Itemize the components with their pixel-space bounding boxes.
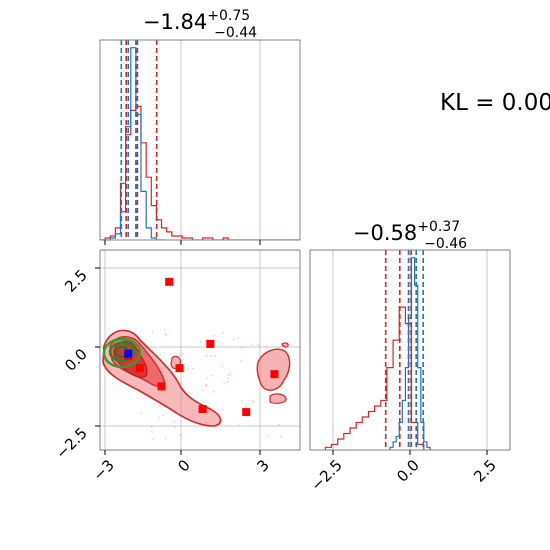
x-tick-label: 3 <box>253 456 272 475</box>
faint-sample <box>205 354 208 357</box>
faint-sample <box>202 389 204 392</box>
y-tick-label: 2.5 <box>61 266 91 296</box>
faint-sample <box>178 355 181 357</box>
y-tick-label: 0.0 <box>61 345 91 375</box>
red-square-marker <box>270 370 279 379</box>
faint-sample <box>257 344 260 346</box>
faint-sample <box>250 343 253 346</box>
joint-panel: −3 0 3 2.5 0.0 −2.5 <box>52 249 301 484</box>
faint-sample <box>151 331 154 334</box>
faint-sample <box>179 434 181 437</box>
histogram-series-2 <box>389 257 431 450</box>
histogram-2 <box>324 250 431 450</box>
faint-sample <box>278 423 280 426</box>
grid-2 <box>332 250 488 450</box>
faint-sample <box>164 437 167 440</box>
red-contour-island-1 <box>256 348 291 391</box>
faint-sample <box>239 360 242 362</box>
faint-sample <box>187 368 190 371</box>
red-square-marker <box>242 408 251 417</box>
faint-sample <box>159 353 162 356</box>
blue-square-marker <box>124 349 133 358</box>
y-tick-label: −2.5 <box>52 424 90 462</box>
faint-sample <box>227 374 230 377</box>
faint-sample <box>199 341 202 343</box>
faint-sample <box>227 377 229 380</box>
faint-sample <box>239 346 242 349</box>
faint-sample <box>162 414 164 416</box>
x-ticks-2: −2.5 0.0 2.5 <box>307 450 500 495</box>
histogram-1 <box>100 40 300 240</box>
faint-sample <box>210 374 213 377</box>
faint-sample <box>206 377 209 380</box>
red-square-marker <box>198 405 207 414</box>
faint-sample <box>174 426 177 429</box>
faint-sample <box>241 400 244 403</box>
faint-sample <box>280 435 282 438</box>
x-tick-label: 0 <box>174 456 193 475</box>
faint-sample <box>165 334 168 337</box>
axes-frame-joint <box>99 249 301 451</box>
faint-sample <box>245 405 248 408</box>
red-contour-island-4 <box>281 342 289 348</box>
histogram-series-2 <box>100 47 167 240</box>
faint-sample <box>229 373 232 376</box>
faint-sample <box>265 345 268 347</box>
faint-sample <box>151 431 153 433</box>
faint-sample <box>252 400 255 403</box>
faint-sample <box>221 365 224 368</box>
faint-sample <box>213 355 216 357</box>
x-tick-label: −3 <box>89 456 117 484</box>
y-ticks-joint: 2.5 0.0 −2.5 <box>52 266 100 463</box>
red-square-marker <box>135 364 144 373</box>
marginal-panel-2: −2.5 0.0 2.5 −0.58+0.37 −0.46 <box>307 219 511 495</box>
axes-frame-1 <box>99 39 301 241</box>
x-ticks-1 <box>104 240 261 245</box>
faint-sample <box>222 331 225 334</box>
faint-sample <box>213 334 216 337</box>
kl-annotation: KL = 0.00 <box>440 90 550 116</box>
faint-sample <box>227 380 230 383</box>
faint-sample <box>237 337 240 340</box>
faint-sample <box>223 382 226 385</box>
grid-1 <box>180 40 261 240</box>
faint-sample <box>204 383 207 386</box>
title-2: −0.58+0.37 −0.46 <box>353 219 467 252</box>
x-ticks-joint: −3 0 3 <box>89 450 273 484</box>
faint-sample <box>267 435 270 438</box>
faint-sample <box>164 333 167 335</box>
green-contour-mid <box>108 341 136 363</box>
x-tick-label: 0.0 <box>393 456 423 486</box>
faint-sample <box>209 355 212 357</box>
x-tick-label: 2.5 <box>470 456 500 486</box>
faint-sample <box>152 438 155 440</box>
red-square-marker <box>175 364 184 373</box>
faint-sample <box>150 425 153 428</box>
faint-sample <box>140 412 143 415</box>
marker-points <box>124 277 279 417</box>
faint-sample <box>191 367 194 370</box>
red-contour-island-3 <box>269 393 287 404</box>
faint-sample <box>232 338 235 341</box>
faint-sample <box>181 382 183 385</box>
faint-sample <box>157 416 160 419</box>
red-square-marker <box>157 382 166 391</box>
faint-sample <box>238 424 240 427</box>
faint-sample <box>173 420 176 423</box>
faint-sample <box>251 399 254 402</box>
red-square-marker <box>206 339 215 348</box>
marginal-panel-1: −1.84+0.75 −0.44 <box>99 8 301 245</box>
green-contour-outer <box>102 337 142 369</box>
faint-sample <box>163 329 166 331</box>
x-tick-label: −2.5 <box>307 456 345 494</box>
red-square-marker <box>165 277 174 286</box>
faint-sample <box>212 390 215 393</box>
title-1: −1.84+0.75 −0.44 <box>143 8 257 41</box>
